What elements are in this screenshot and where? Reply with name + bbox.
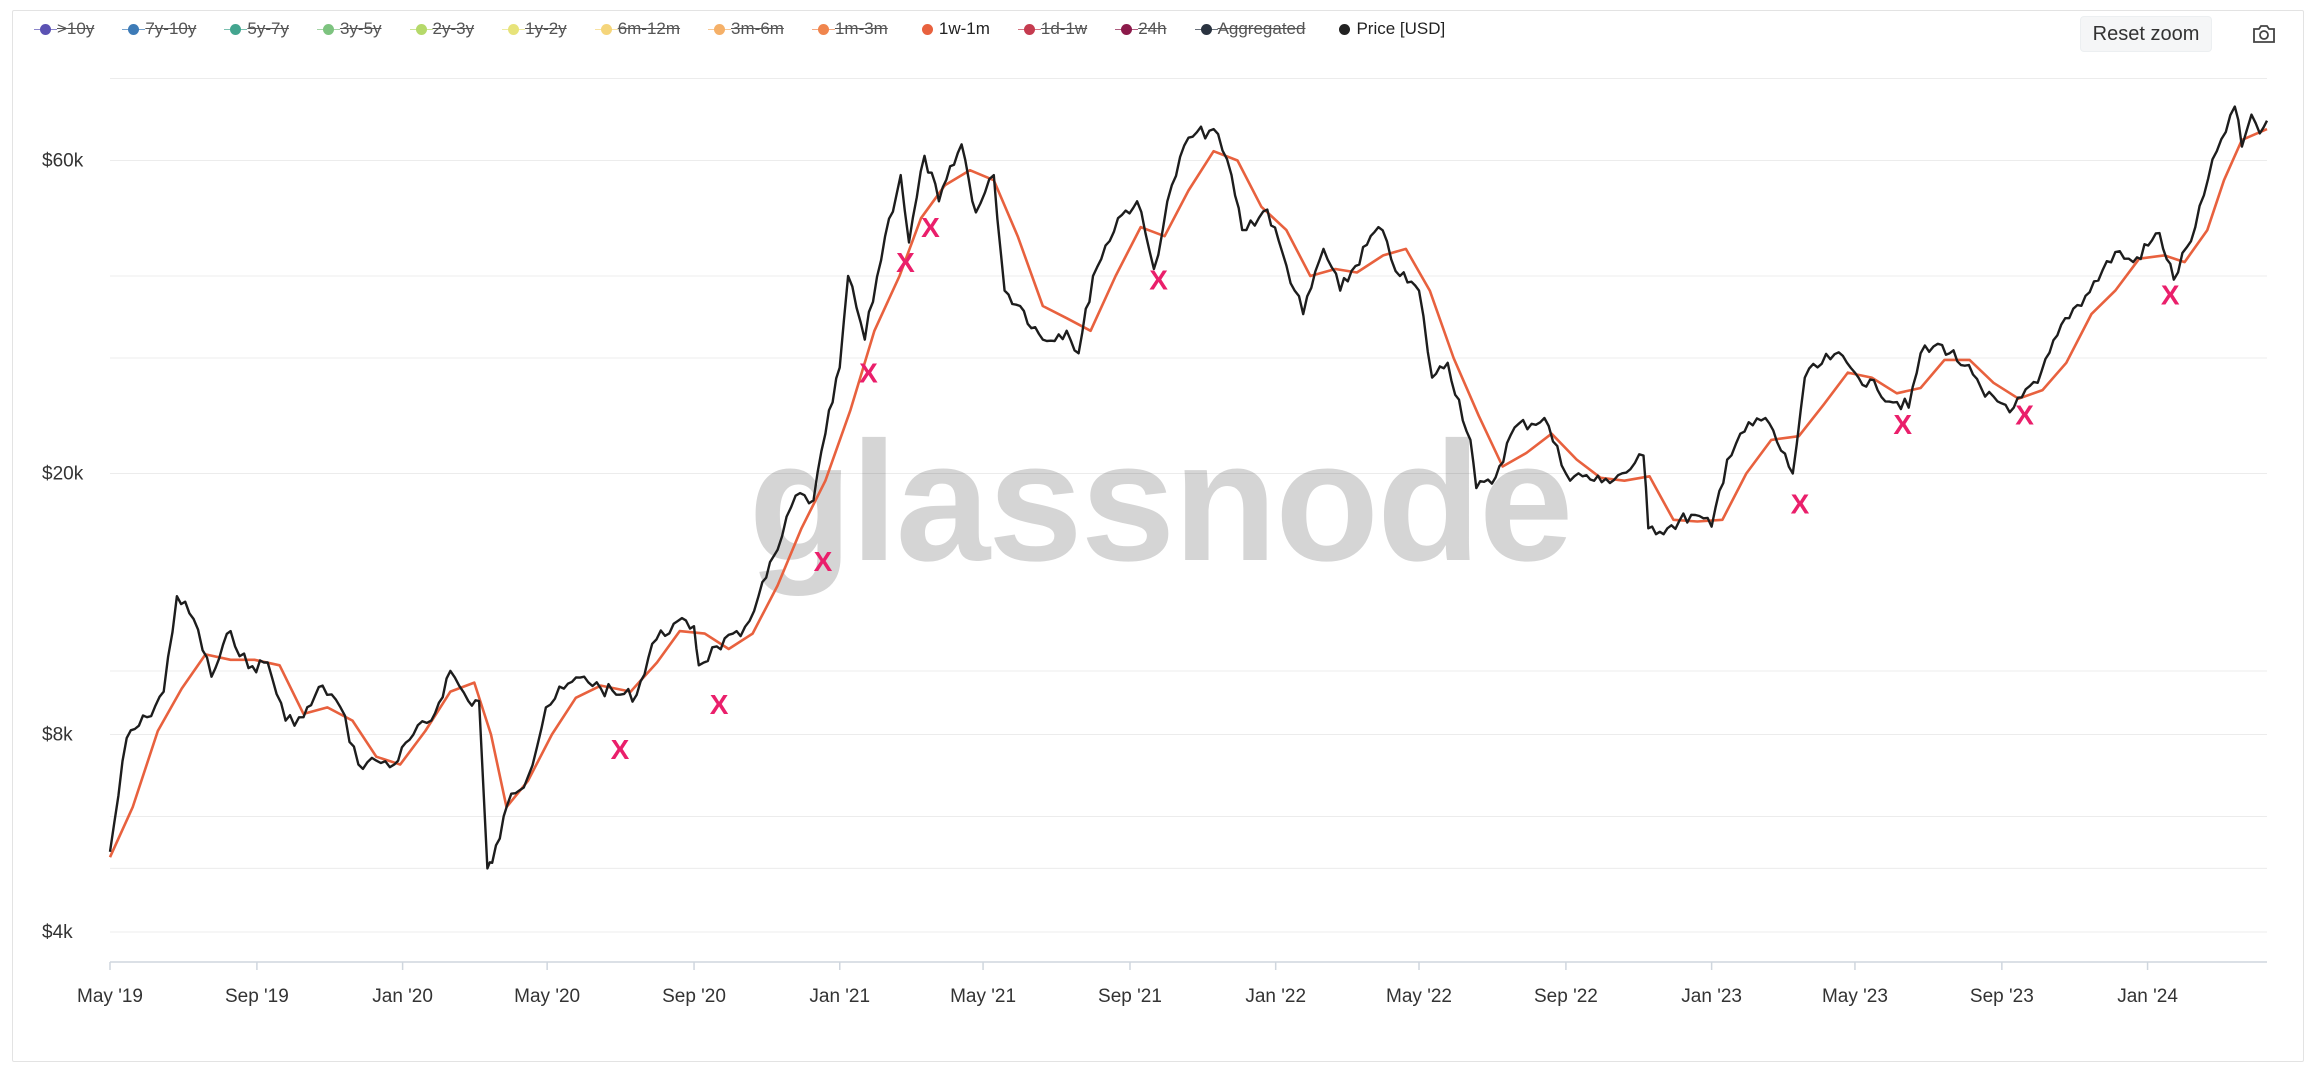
legend-swatch: [224, 23, 248, 35]
legend-label: >10y: [57, 19, 95, 38]
camera-icon[interactable]: [2250, 20, 2278, 48]
legend-item-2[interactable]: 5y-7y: [224, 19, 289, 39]
x-marker: X: [896, 247, 915, 278]
x-tick-label: Sep '22: [1534, 986, 1598, 1007]
legend-item-0[interactable]: >10y: [34, 19, 95, 39]
x-tick-label: Sep '20: [662, 986, 726, 1007]
x-axis: May '19 Sep '19 Jan '20 May '20 Sep '20 Jan '…: [77, 962, 2178, 1007]
x-tick-label: Sep '23: [1970, 986, 2034, 1007]
watermark: glassnode: [749, 407, 1572, 597]
x-marker: X: [1791, 489, 1810, 520]
legend-swatch: [1017, 23, 1041, 35]
legend-label: 3m-6m: [731, 19, 784, 38]
x-tick-label: Jan '23: [1681, 986, 1742, 1007]
legend-label: 1y-2y: [525, 19, 567, 38]
legend-item-8[interactable]: 1m-3m: [811, 19, 888, 39]
x-tick-label: May '22: [1386, 986, 1452, 1007]
legend-item-5[interactable]: 1y-2y: [502, 19, 567, 39]
legend-item-3[interactable]: 3y-5y: [316, 19, 382, 39]
x-tick-label: Jan '22: [1245, 986, 1306, 1007]
legend-swatch: [502, 23, 526, 35]
legend-label: 6m-12m: [617, 19, 681, 38]
legend-item-7[interactable]: 3m-6m: [708, 19, 784, 39]
legend-label: 7y-10y: [145, 19, 197, 38]
legend-label: 5y-7y: [247, 19, 289, 38]
x-marker: X: [710, 689, 729, 720]
legend-label: Price [USD]: [1356, 19, 1446, 38]
x-tick-label: May '20: [514, 986, 580, 1007]
x-marker: X: [859, 358, 878, 389]
legend: >10y 7y-10y 5y-7y 3y-5y 2y-3y 1y-2y 6m-12m 3m-6…: [34, 16, 1445, 42]
legend-label: 3y-5y: [339, 19, 382, 38]
legend-swatch: [1115, 23, 1139, 35]
legend-item-4[interactable]: 2y-3y: [409, 19, 475, 39]
x-marker: X: [921, 212, 940, 243]
legend-swatch: [122, 23, 146, 35]
x-tick-label: May '23: [1822, 986, 1888, 1007]
legend-item-12[interactable]: Aggregated: [1194, 19, 1306, 39]
legend-swatch: [708, 23, 732, 35]
x-tick-label: May '21: [950, 986, 1016, 1007]
legend-label: Aggregated: [1217, 19, 1306, 38]
grid: [110, 78, 2267, 963]
chart-frame: [12, 10, 2304, 1062]
x-marker: X: [1149, 265, 1168, 296]
x-marker: X: [611, 734, 630, 765]
legend-item-11[interactable]: 24h: [1115, 19, 1167, 39]
legend-item-9[interactable]: 1w-1m: [921, 19, 990, 39]
x-marker: X: [2161, 279, 2180, 310]
series-line-1w-1m: [108, 127, 2268, 858]
x-tick-label: May '19: [77, 986, 143, 1007]
legend-item-6[interactable]: 6m-12m: [594, 19, 681, 39]
legend-swatch: [1339, 23, 1351, 35]
x-tick-label: Jan '20: [372, 986, 433, 1007]
series-lines: [108, 105, 2269, 870]
legend-swatch: [1194, 23, 1218, 35]
y-tick-label: $60k: [42, 151, 84, 172]
reset-zoom-button[interactable]: Reset zoom: [2080, 16, 2212, 52]
y-tick-label: $4k: [42, 922, 73, 943]
x-marker: X: [1893, 409, 1912, 440]
legend-label: 1m-3m: [834, 19, 888, 38]
x-tick-label: Sep '21: [1098, 986, 1162, 1007]
legend-swatch: [594, 23, 618, 35]
legend-swatch: [409, 23, 433, 35]
legend-swatch: [34, 23, 57, 35]
legend-item-1[interactable]: 7y-10y: [122, 19, 197, 39]
legend-swatch: [811, 23, 835, 35]
y-tick-label: $20k: [42, 463, 84, 484]
y-axis: $4k $8k $20k $60k: [42, 151, 84, 943]
x-marker: X: [814, 546, 833, 577]
legend-item-10[interactable]: 1d-1w: [1017, 19, 1088, 39]
x-marker: X: [2015, 400, 2034, 431]
legend-label: 1w-1m: [938, 19, 990, 38]
legend-label: 1d-1w: [1040, 19, 1088, 38]
legend-swatch: [921, 23, 933, 35]
legend-swatch: [316, 23, 340, 35]
x-tick-label: Jan '24: [2117, 986, 2178, 1007]
series-line-price: [108, 105, 2269, 870]
legend-item-13[interactable]: Price [USD]: [1339, 19, 1445, 39]
y-tick-label: $8k: [42, 725, 73, 746]
x-tick-label: Sep '19: [225, 986, 289, 1007]
x-tick-label: Jan '21: [809, 986, 870, 1007]
legend-label: 2y-3y: [432, 19, 475, 38]
legend-label: 24h: [1138, 19, 1167, 38]
